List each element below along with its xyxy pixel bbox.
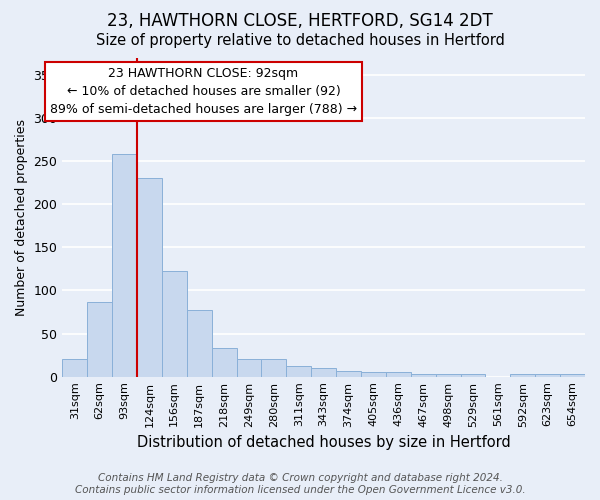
Bar [62,360,87,376]
Bar [336,370,361,376]
Bar [386,372,411,376]
Bar [461,374,485,376]
Text: Size of property relative to detached houses in Hertford: Size of property relative to detached ho… [95,32,505,48]
Text: 23 HAWTHORN CLOSE: 92sqm
← 10% of detached houses are smaller (92)
89% of semi-d: 23 HAWTHORN CLOSE: 92sqm ← 10% of detach… [50,67,357,116]
Text: Contains HM Land Registry data © Crown copyright and database right 2024.
Contai: Contains HM Land Registry data © Crown c… [74,474,526,495]
Bar [311,368,336,376]
Bar [162,272,187,376]
Bar [262,360,286,376]
Text: 23, HAWTHORN CLOSE, HERTFORD, SG14 2DT: 23, HAWTHORN CLOSE, HERTFORD, SG14 2DT [107,12,493,30]
Bar [535,374,560,376]
Y-axis label: Number of detached properties: Number of detached properties [15,118,28,316]
Bar [286,366,311,376]
Bar [560,374,585,376]
X-axis label: Distribution of detached houses by size in Hertford: Distribution of detached houses by size … [137,435,511,450]
Bar [361,372,386,376]
Bar [187,310,212,376]
Bar [87,302,112,376]
Bar [137,178,162,376]
Bar [511,374,535,376]
Bar [212,348,236,376]
Bar [411,374,436,376]
Bar [236,360,262,376]
Bar [436,374,461,376]
Bar [112,154,137,376]
